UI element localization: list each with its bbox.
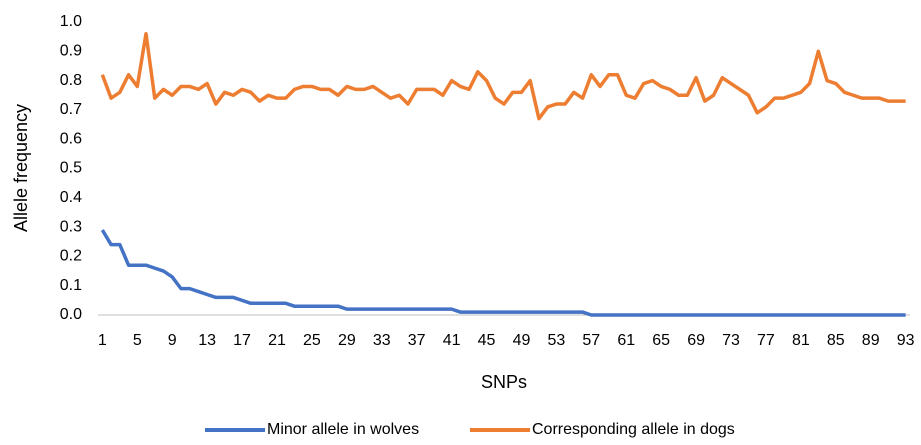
x-tick-label: 53 bbox=[547, 332, 565, 349]
x-tick-label: 9 bbox=[168, 332, 177, 349]
x-tick-label: 57 bbox=[582, 332, 600, 349]
series-line bbox=[100, 229, 906, 317]
x-tick-label: 77 bbox=[757, 332, 775, 349]
y-tick-label: 0.2 bbox=[60, 248, 82, 265]
x-tick-label: 17 bbox=[233, 332, 251, 349]
x-tick-label: 89 bbox=[862, 332, 880, 349]
x-tick-label: 85 bbox=[827, 332, 845, 349]
x-tick-label: 21 bbox=[268, 332, 286, 349]
x-tick-label: 45 bbox=[478, 332, 496, 349]
x-tick-label: 65 bbox=[652, 332, 670, 349]
y-tick-label: 0.1 bbox=[60, 277, 82, 294]
y-axis-title: Allele frequency bbox=[11, 104, 31, 232]
legend-label: Corresponding allele in dogs bbox=[532, 421, 735, 438]
y-tick-label: 0.6 bbox=[60, 130, 82, 147]
x-tick-label: 37 bbox=[408, 332, 426, 349]
y-tick-label: 0.7 bbox=[60, 101, 82, 118]
x-tick-label: 25 bbox=[303, 332, 321, 349]
x-tick-label: 5 bbox=[133, 332, 142, 349]
x-tick-label: 33 bbox=[373, 332, 391, 349]
y-tick-label: 1.0 bbox=[60, 13, 82, 30]
y-tick-label: 0.9 bbox=[60, 43, 82, 60]
x-tick-label: 1 bbox=[98, 332, 107, 349]
y-tick-label: 0.0 bbox=[60, 306, 82, 323]
x-tick-label: 13 bbox=[198, 332, 216, 349]
x-tick-label: 49 bbox=[513, 332, 531, 349]
y-tick-label: 0.4 bbox=[60, 189, 82, 206]
x-tick-label: 29 bbox=[338, 332, 356, 349]
x-tick-label: 41 bbox=[443, 332, 461, 349]
y-tick-label: 0.8 bbox=[60, 72, 82, 89]
x-axis-title: SNPs bbox=[481, 372, 527, 392]
y-tick-label: 0.5 bbox=[60, 160, 82, 177]
series-line bbox=[100, 31, 906, 121]
x-tick-label: 73 bbox=[722, 332, 740, 349]
x-tick-label: 69 bbox=[687, 332, 705, 349]
y-tick-label: 0.3 bbox=[60, 218, 82, 235]
x-tick-label: 61 bbox=[617, 332, 635, 349]
x-tick-label: 81 bbox=[792, 332, 810, 349]
x-tick-label: 93 bbox=[897, 332, 915, 349]
legend-label: Minor allele in wolves bbox=[267, 421, 419, 438]
